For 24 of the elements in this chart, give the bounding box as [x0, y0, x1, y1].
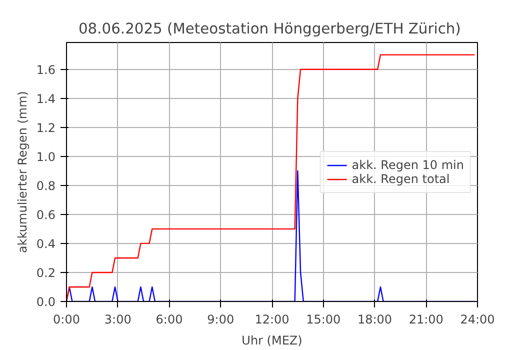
x-tick-label: 9:00 [207, 312, 234, 326]
legend-label: akk. Regen 10 min [352, 158, 464, 172]
x-tick-label: 12:00 [254, 312, 290, 326]
chart-title: 08.06.2025 (Meteostation Hönggerberg/ETH Zürich) [78, 20, 461, 38]
y-tick-label: 1.4 [36, 92, 56, 106]
x-tick-label: 24:00 [460, 312, 495, 326]
x-tick-label: 21:00 [408, 312, 444, 326]
x-tick-label: 15:00 [306, 312, 341, 326]
legend-label: akk. Regen total [352, 172, 450, 186]
y-tick-label: 1.6 [36, 62, 56, 77]
x-tick-label: 18:00 [357, 312, 392, 326]
y-tick-label: 0.0 [36, 295, 56, 309]
x-tick-label: 0:00 [53, 312, 80, 326]
x-tick-label: 6:00 [156, 312, 183, 326]
line-series [66, 54, 476, 302]
y-tick-label: 0.6 [36, 208, 56, 222]
y-tick-label: 0.8 [36, 178, 56, 193]
y-tick-label: 1.2 [36, 120, 56, 135]
y-tick-label: 0.4 [36, 236, 56, 251]
y-tick-label: 0.2 [36, 266, 56, 280]
x-tick-label: 3:00 [104, 312, 132, 326]
y-tick-label: 1.0 [36, 150, 56, 164]
y-axis-title: akkumulierter Regen (mm) [15, 91, 30, 253]
x-axis-title: Uhr (MEZ) [242, 334, 302, 348]
